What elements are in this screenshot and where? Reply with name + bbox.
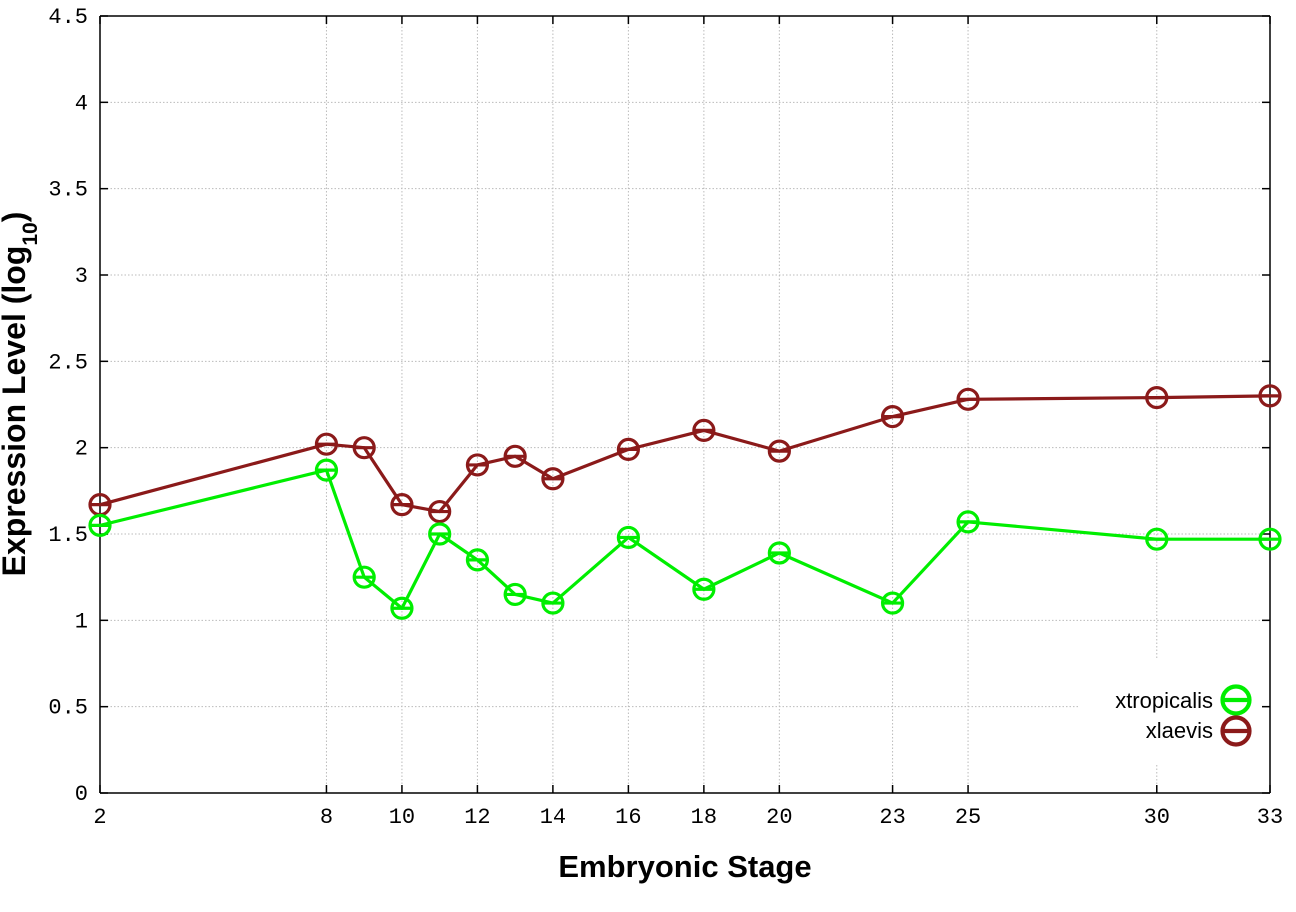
svg-text:30: 30 <box>1144 805 1170 830</box>
svg-text:0.5: 0.5 <box>48 696 88 721</box>
svg-text:23: 23 <box>879 805 905 830</box>
svg-text:Expression Level (log10): Expression Level (log10) <box>0 212 42 577</box>
svg-text:10: 10 <box>389 805 415 830</box>
svg-text:1: 1 <box>75 609 88 634</box>
svg-text:2: 2 <box>93 805 106 830</box>
svg-text:xlaevis: xlaevis <box>1146 718 1213 743</box>
svg-text:xtropicalis: xtropicalis <box>1115 688 1213 713</box>
svg-text:33: 33 <box>1257 805 1283 830</box>
svg-text:0: 0 <box>75 782 88 807</box>
svg-text:Embryonic Stage: Embryonic Stage <box>558 849 811 884</box>
svg-text:25: 25 <box>955 805 981 830</box>
svg-text:2: 2 <box>75 437 88 462</box>
svg-text:1.5: 1.5 <box>48 523 88 548</box>
svg-text:2.5: 2.5 <box>48 350 88 375</box>
svg-text:16: 16 <box>615 805 641 830</box>
svg-text:4: 4 <box>75 91 88 116</box>
svg-text:4.5: 4.5 <box>48 5 88 30</box>
svg-text:18: 18 <box>691 805 717 830</box>
svg-text:20: 20 <box>766 805 792 830</box>
svg-text:3: 3 <box>75 264 88 289</box>
svg-text:14: 14 <box>540 805 566 830</box>
svg-text:12: 12 <box>464 805 490 830</box>
svg-text:8: 8 <box>320 805 333 830</box>
svg-text:3.5: 3.5 <box>48 178 88 203</box>
